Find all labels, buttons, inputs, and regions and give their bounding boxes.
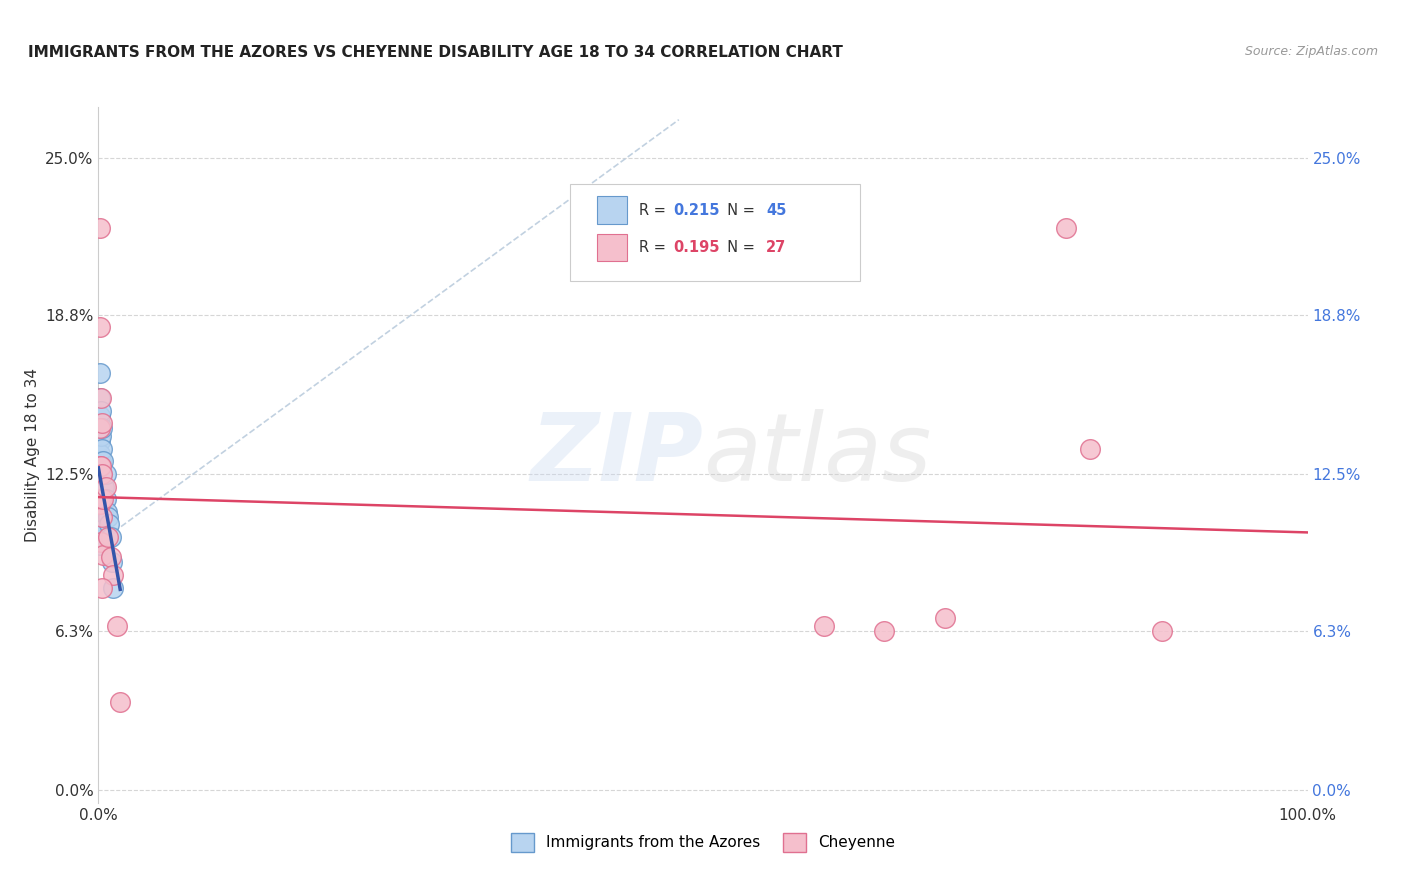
Point [89,533,111,547]
Point [813,618,835,632]
Point [94,479,117,493]
Point [89,487,111,501]
Point [89,409,111,423]
Point [91,581,114,595]
Point [100,530,122,544]
Point [96,505,118,519]
Point [90,429,112,443]
Point [89,366,111,380]
Point [1054,221,1077,235]
Point [93,479,115,493]
Point [94,467,117,481]
Point [91,442,114,456]
FancyBboxPatch shape [596,234,627,261]
Point [91,421,114,435]
Point [89,512,111,526]
Point [97,530,120,544]
Text: 27: 27 [766,240,786,255]
Point [89,320,111,334]
Point [89,421,111,435]
Point [101,568,124,582]
Point [89,538,111,552]
Point [91,417,114,431]
Point [89,447,111,461]
Point [91,492,114,507]
Point [91,492,114,507]
Text: IMMIGRANTS FROM THE AZORES VS CHEYENNE DISABILITY AGE 18 TO 34 CORRELATION CHART: IMMIGRANTS FROM THE AZORES VS CHEYENNE D… [28,45,844,60]
Point [89,221,111,235]
Point [1078,442,1101,456]
Y-axis label: Disability Age 18 to 34: Disability Age 18 to 34 [25,368,39,542]
Legend: Immigrants from the Azores, Cheyenne: Immigrants from the Azores, Cheyenne [505,827,901,858]
Point [91,467,114,481]
Point [89,527,111,541]
Text: atlas: atlas [703,409,931,500]
Point [89,459,111,474]
Point [90,454,112,468]
Point [90,403,112,417]
Point [89,459,111,474]
Point [90,479,112,493]
Point [90,459,112,474]
Text: R =: R = [638,202,671,218]
Point [97,509,120,524]
Point [108,695,131,709]
Text: ZIP: ZIP [530,409,703,501]
Point [89,472,111,486]
Text: R =: R = [638,240,671,255]
Point [91,505,114,519]
Point [1152,624,1174,638]
Point [89,497,111,511]
Point [90,535,112,549]
Text: 0.215: 0.215 [673,202,720,218]
Point [90,391,112,405]
Point [89,517,111,532]
Text: Source: ZipAtlas.com: Source: ZipAtlas.com [1244,45,1378,58]
Point [89,434,111,448]
FancyBboxPatch shape [596,196,627,224]
Text: N =: N = [717,240,759,255]
Point [89,421,111,435]
Point [105,618,128,632]
Point [90,467,112,481]
Text: 45: 45 [766,202,786,218]
Text: N =: N = [717,202,759,218]
Point [91,505,114,519]
Point [90,492,112,507]
Point [934,611,956,625]
Point [91,509,114,524]
Point [89,508,111,522]
Point [873,624,896,638]
Point [89,492,111,507]
Point [91,548,114,562]
Point [89,523,111,537]
Point [101,581,124,595]
Point [89,502,111,516]
Point [89,391,111,405]
Point [98,517,121,532]
Point [100,550,122,565]
Point [90,492,112,507]
FancyBboxPatch shape [569,184,860,281]
Point [90,517,112,532]
Point [89,479,111,493]
Text: 0.195: 0.195 [673,240,720,255]
Point [90,505,112,519]
Point [89,497,111,511]
Point [100,556,122,570]
Point [91,467,114,481]
Point [91,479,114,493]
Point [91,454,114,468]
Point [94,492,117,507]
